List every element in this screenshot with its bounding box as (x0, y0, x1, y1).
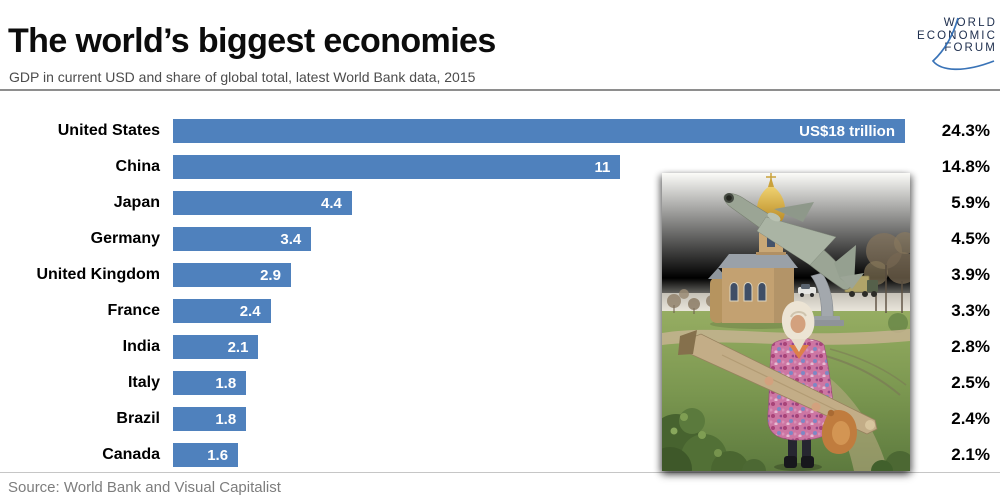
country-label: India (122, 338, 160, 355)
bar-value-label: 1.6 (207, 446, 229, 464)
share-label: 3.3% (951, 301, 990, 320)
footer-divider (0, 472, 1000, 473)
share-label: 5.9% (951, 193, 990, 212)
bar-fill: 4.4 (173, 191, 352, 215)
share-label: 2.4% (951, 409, 990, 428)
chart-row: France 2.4 3.3% (0, 299, 1000, 323)
bar-track: 1.8 (173, 407, 905, 431)
bar-track: 4.4 (173, 191, 905, 215)
bar-value-label: 1.8 (215, 410, 237, 428)
hand (811, 402, 821, 412)
bar-track: 11 (173, 155, 905, 179)
wef-logo-line: ECONOMIC (916, 29, 997, 42)
wef-logo-text: WORLD ECONOMIC FORUM (897, 17, 997, 55)
photo-illustration (662, 173, 910, 471)
wef-logo: WORLD ECONOMIC FORUM (897, 17, 997, 75)
page-title: The world’s biggest economies (8, 22, 496, 60)
share-label: 14.8% (941, 157, 990, 176)
wef-logo-line: WORLD (943, 17, 997, 29)
bar-fill: 2.9 (173, 263, 291, 287)
bar-track: 2.1 (173, 335, 905, 359)
source-note: Source: World Bank and Visual Capitalist (8, 479, 281, 496)
bar-fill: 11 (173, 155, 621, 179)
bar-track: 1.6 (173, 443, 905, 467)
car (798, 284, 816, 297)
wef-logo-line: FORUM (944, 42, 997, 55)
bar-value-label: 2.4 (239, 302, 261, 320)
country-label: China (115, 158, 160, 175)
woman-illustration (678, 301, 878, 471)
chart-row: United Kingdom 2.9 3.9% (0, 263, 1000, 287)
share-label: 4.5% (951, 229, 990, 248)
photo-woman-church-plane (662, 173, 910, 471)
chart-row: Germany 3.4 4.5% (0, 227, 1000, 251)
chart-row: China 11 14.8% (0, 155, 1000, 179)
country-label: France (107, 302, 160, 319)
bar-fill: US$18 trillion (173, 119, 905, 143)
country-label: Japan (113, 194, 160, 211)
header-divider (0, 89, 1000, 91)
chart-row: United States US$18 trillion 24.3% (0, 119, 1000, 143)
bar-value-label: 2.9 (260, 266, 281, 284)
country-label: Germany (90, 230, 160, 247)
bar-track: US$18 trillion (173, 119, 905, 143)
chart-row: India 2.1 2.8% (0, 335, 1000, 359)
country-label: United Kingdom (36, 266, 160, 283)
bar-chart: United States US$18 trillion 24.3% China… (0, 119, 1000, 479)
bar-fill: 3.4 (173, 227, 312, 251)
log (678, 330, 878, 435)
country-label: Brazil (116, 410, 160, 427)
dirt-path (662, 329, 910, 345)
page-subtitle: GDP in current USD and share of global t… (9, 69, 476, 85)
bar-value-label: 1.8 (215, 374, 237, 392)
bar-track: 1.8 (173, 371, 905, 395)
share-label: 2.1% (951, 445, 990, 464)
chart-row: Brazil 1.8 2.4% (0, 407, 1000, 431)
share-label: 2.5% (951, 373, 990, 392)
bar-fill: 1.8 (173, 407, 247, 431)
share-label: 2.8% (951, 337, 990, 356)
bar-track: 2.4 (173, 299, 905, 323)
chart-row: Canada 1.6 2.1% (0, 443, 1000, 467)
chart-row: Japan 4.4 5.9% (0, 191, 1000, 215)
bar-value-label: 2.1 (227, 338, 249, 356)
bar-value-label: 3.4 (280, 230, 302, 248)
chart-row: Italy 1.8 2.5% (0, 371, 1000, 395)
plane-monument-illustration (723, 193, 864, 326)
hand (764, 376, 774, 386)
trees-right (864, 232, 910, 333)
orange-bag (821, 409, 857, 454)
share-label: 3.9% (951, 265, 990, 284)
country-label: Canada (102, 446, 160, 463)
share-label: 24.3% (941, 121, 990, 140)
bar-value-label: US$18 trillion (799, 122, 895, 140)
bar-fill: 1.8 (173, 371, 247, 395)
bar-track: 2.9 (173, 263, 905, 287)
country-label: Italy (127, 374, 160, 391)
bar-fill: 2.1 (173, 335, 259, 359)
bar-value-label: 4.4 (321, 194, 342, 212)
church-windows (729, 282, 767, 302)
foreground-bushes (662, 408, 910, 471)
country-label: United States (57, 122, 160, 139)
bar-track: 3.4 (173, 227, 905, 251)
bar-fill: 2.4 (173, 299, 271, 323)
bar-value-label: 11 (594, 158, 611, 176)
bar-fill: 1.6 (173, 443, 239, 467)
face (790, 315, 806, 333)
